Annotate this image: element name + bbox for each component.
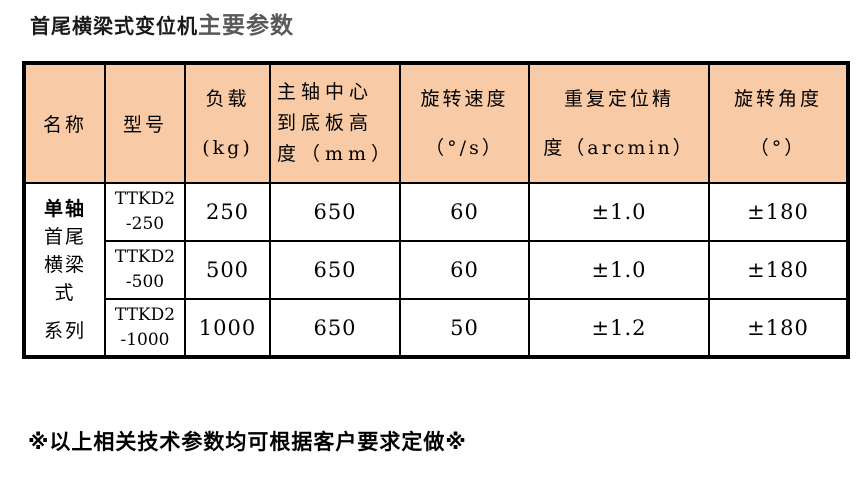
table-header-row: 名称 型号 负载 (kg) 主轴中心 到底板高 度（mm） bbox=[23, 62, 849, 184]
table-row: TTKD2 -1000 1000 650 50 ±1.2 ±180 bbox=[24, 298, 849, 358]
accuracy-cell: ±1.0 bbox=[528, 182, 710, 242]
series-line-3: 横梁 bbox=[43, 253, 86, 276]
model-line-2: -1000 bbox=[120, 329, 170, 350]
height-cell: 650 bbox=[269, 298, 401, 358]
header-label-name: 名称 bbox=[42, 114, 87, 136]
header-unit-rotation-speed: （°/s） bbox=[425, 136, 504, 159]
load-cell: 500 bbox=[184, 240, 271, 300]
speed-cell: 50 bbox=[399, 298, 530, 358]
series-line-4: 式 bbox=[54, 281, 76, 304]
model-cell: TTKD2 -1000 bbox=[104, 298, 186, 358]
load-cell: 250 bbox=[184, 182, 271, 242]
model-line-1: TTKD2 bbox=[114, 247, 176, 268]
header-cell-repeat-accuracy: 重复定位精 度（arcmin） bbox=[528, 62, 710, 184]
header-label-rotation-speed: 旋转速度 bbox=[420, 87, 509, 110]
header-cell-spindle-height: 主轴中心 到底板高 度（mm） bbox=[269, 62, 401, 184]
header-label-rotation-angle: 旋转角度 bbox=[733, 87, 822, 110]
header-cell-load: 负载 (kg) bbox=[184, 62, 271, 184]
angle-cell: ±180 bbox=[708, 240, 849, 300]
load-cell: 1000 bbox=[184, 298, 271, 358]
model-cell: TTKD2 -500 bbox=[104, 240, 186, 300]
table-row: 单轴 首尾 横梁 式 系列 TTKD2 -250 250 650 60 ±1.0… bbox=[23, 182, 849, 358]
header-cell-rotation-speed: 旋转速度 （°/s） bbox=[399, 62, 530, 184]
model-line-2: -500 bbox=[125, 272, 165, 292]
title-text: 首尾横梁式变位机 bbox=[30, 14, 198, 38]
header-label-repeat-accuracy-1: 重复定位精 bbox=[563, 87, 674, 110]
header-label-spindle-height-1: 主轴中心 bbox=[277, 81, 374, 103]
header-label-spindle-height-3: 度（mm） bbox=[277, 143, 396, 165]
series-line-2: 首尾 bbox=[43, 225, 86, 248]
series-name-cell: 单轴 首尾 横梁 式 系列 bbox=[23, 182, 106, 358]
header-unit-load: (kg) bbox=[202, 136, 253, 159]
angle-cell: ±180 bbox=[708, 298, 849, 358]
header-unit-rotation-angle: （°） bbox=[749, 136, 807, 159]
model-line-1: TTKD2 bbox=[114, 189, 176, 210]
header-label-model: 型号 bbox=[122, 114, 167, 136]
header-label-spindle-height-2: 到底板高 bbox=[277, 112, 374, 134]
accuracy-cell: ±1.2 bbox=[528, 298, 710, 358]
header-label-repeat-accuracy-2: 度（arcmin） bbox=[543, 136, 695, 159]
model-line-2: -250 bbox=[125, 214, 165, 234]
height-cell: 650 bbox=[269, 240, 401, 300]
page-title: 首尾横梁式变位机主要参数 bbox=[30, 6, 294, 40]
speed-cell: 60 bbox=[399, 240, 530, 300]
parameters-table: 名称 型号 负载 (kg) 主轴中心 到底板高 度（mm） bbox=[22, 61, 850, 359]
customization-note: ※以上相关技术参数均可根据客户要求定做※ bbox=[28, 430, 467, 454]
speed-cell: 60 bbox=[399, 182, 530, 242]
accuracy-cell: ±1.0 bbox=[528, 240, 710, 300]
series-line-5: 系列 bbox=[43, 319, 86, 342]
header-cell-name: 名称 bbox=[23, 62, 106, 184]
angle-cell: ±180 bbox=[708, 182, 849, 242]
height-cell: 650 bbox=[269, 182, 401, 242]
model-line-1: TTKD2 bbox=[114, 304, 176, 325]
series-line-1: 单轴 bbox=[43, 197, 86, 220]
header-cell-rotation-angle: 旋转角度 （°） bbox=[708, 62, 849, 184]
table-row: TTKD2 -500 500 650 60 ±1.0 ±180 bbox=[24, 240, 849, 300]
title-emphasis: 主要参数 bbox=[198, 13, 294, 39]
header-cell-model: 型号 bbox=[104, 62, 186, 184]
header-label-load: 负载 bbox=[205, 87, 250, 110]
model-cell: TTKD2 -250 bbox=[104, 182, 186, 242]
